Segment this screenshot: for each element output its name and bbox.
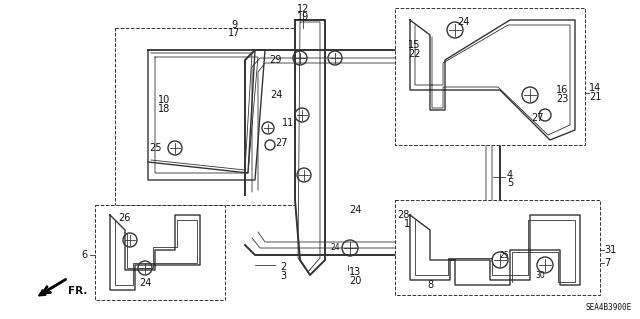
Bar <box>95 205 225 300</box>
Bar <box>395 200 600 295</box>
Text: 21: 21 <box>589 92 602 102</box>
Text: 26: 26 <box>118 213 131 223</box>
Text: 7: 7 <box>604 258 611 268</box>
Text: 11: 11 <box>282 118 294 128</box>
Text: 30: 30 <box>535 271 545 279</box>
Text: 13: 13 <box>349 267 361 277</box>
Text: 29: 29 <box>269 55 282 65</box>
Text: 24: 24 <box>139 278 151 288</box>
Text: 19: 19 <box>297 12 309 22</box>
Text: 25: 25 <box>500 251 509 261</box>
Bar <box>115 28 295 205</box>
Text: 2: 2 <box>280 262 286 272</box>
Text: 6: 6 <box>82 250 88 260</box>
Text: 9: 9 <box>231 20 237 30</box>
Text: 24: 24 <box>349 205 361 215</box>
Text: 12: 12 <box>297 4 309 14</box>
Text: 16: 16 <box>556 85 568 95</box>
Text: 5: 5 <box>507 178 513 188</box>
Text: 22: 22 <box>408 49 420 59</box>
Text: 10: 10 <box>158 95 170 105</box>
Text: 23: 23 <box>556 94 568 104</box>
Text: 15: 15 <box>408 40 420 50</box>
Text: 14: 14 <box>589 83 601 93</box>
Text: 1: 1 <box>404 219 410 229</box>
Text: 18: 18 <box>158 104 170 114</box>
Text: 24: 24 <box>457 17 469 27</box>
Text: 4: 4 <box>507 170 513 180</box>
Text: 17: 17 <box>228 28 240 38</box>
Text: 31: 31 <box>604 245 616 255</box>
Text: 24: 24 <box>271 90 283 100</box>
Text: FR.: FR. <box>68 286 88 296</box>
Text: 28: 28 <box>397 210 410 220</box>
Text: 27: 27 <box>532 113 544 123</box>
Text: 25: 25 <box>150 143 162 153</box>
Text: 8: 8 <box>427 280 433 290</box>
Text: 24: 24 <box>330 243 340 253</box>
Text: SEA4B3900E: SEA4B3900E <box>586 303 632 313</box>
Text: 27: 27 <box>275 138 287 148</box>
Text: 20: 20 <box>349 276 361 286</box>
Bar <box>395 8 585 145</box>
Text: 3: 3 <box>280 271 286 281</box>
